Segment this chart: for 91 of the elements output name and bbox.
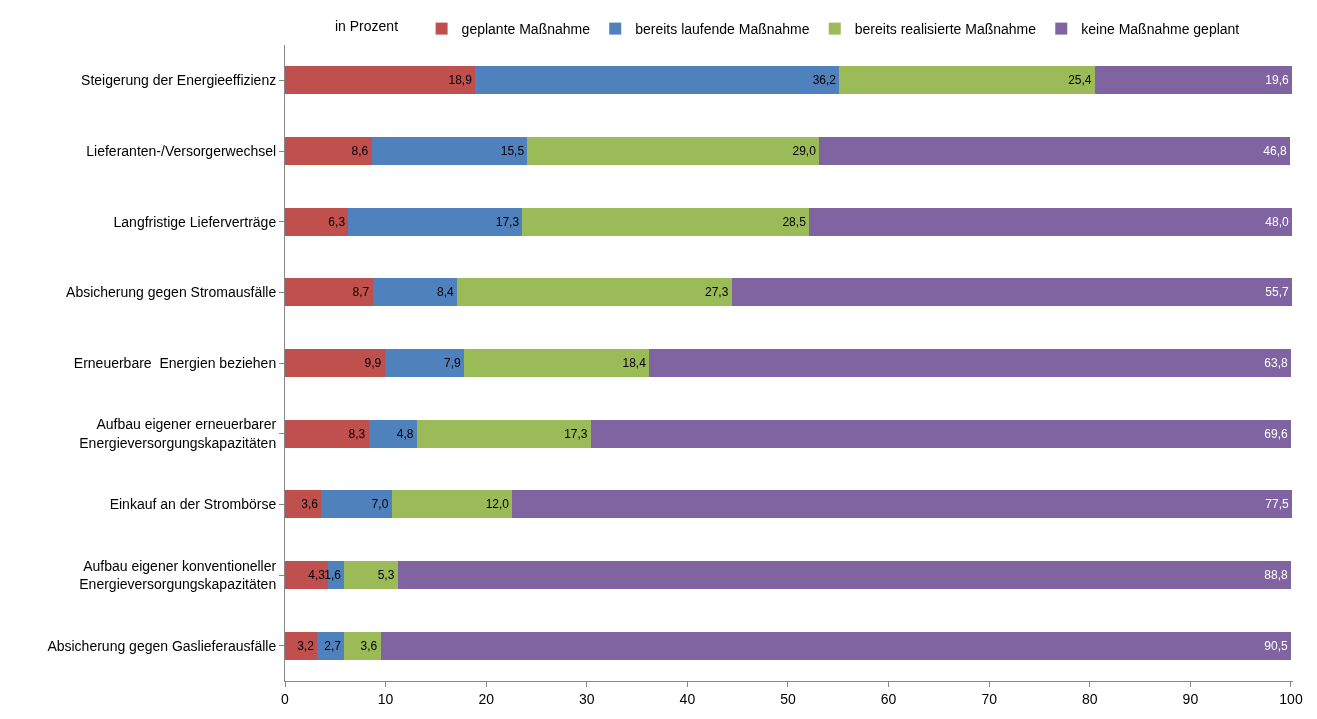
data-label: 3,2	[297, 638, 315, 653]
y-tick-label: Absicherung gegen Stromausfälle	[66, 284, 277, 301]
bar	[1094, 66, 1292, 95]
y-tick-label: Lieferanten-/Versorgerwechsel	[86, 142, 277, 159]
bar	[384, 348, 465, 378]
bar	[285, 136, 372, 166]
data-label: 28,5	[782, 214, 807, 229]
data-label: 5,3	[377, 568, 395, 582]
bar	[522, 207, 810, 236]
y-tick-label: Aufbau eigener erneuerbarer Energieversorgungskapazitäten	[79, 416, 277, 451]
bar	[819, 136, 1290, 166]
y-tick-label: Aufbau eigener konventioneller Energieversorgungskapazitäten	[79, 557, 277, 592]
data-label: 25,4	[1068, 73, 1092, 88]
bar	[527, 136, 820, 166]
bar	[344, 560, 398, 590]
bar	[372, 278, 458, 307]
data-label: 48,0	[1265, 214, 1289, 229]
x-tick-label: 100	[1279, 690, 1303, 707]
data-label: 17,3	[495, 214, 520, 229]
data-label: 12,0	[485, 497, 510, 512]
bar	[285, 419, 369, 448]
data-label: 8,6	[351, 144, 369, 158]
legend-label: bereits laufende Maßnahme	[635, 21, 810, 38]
legend-label: keine Maßnahme geplant	[1081, 21, 1240, 38]
bar	[416, 419, 591, 448]
data-label: 7,9	[444, 356, 462, 370]
x-tick-label: 0	[281, 690, 290, 707]
data-label: 8,3	[348, 426, 366, 441]
data-label: 4,8	[396, 426, 414, 441]
bar	[285, 207, 349, 236]
data-label: 19,6	[1265, 73, 1289, 88]
x-tick-label: 30	[579, 690, 595, 707]
x-tick-label: 80	[1082, 690, 1098, 707]
data-label: 6,3	[328, 214, 346, 229]
data-label: 7,0	[371, 497, 389, 512]
bar	[285, 66, 476, 95]
data-label: 46,8	[1263, 144, 1287, 158]
y-tick-label: Langfristige Lieferverträge	[113, 213, 277, 230]
data-label: 27,3	[704, 285, 729, 300]
data-label: 90,5	[1264, 638, 1288, 653]
data-label: 2,7	[324, 638, 342, 653]
data-label: 17,3	[564, 426, 588, 441]
bar	[839, 66, 1095, 95]
data-label: 3,6	[301, 497, 319, 512]
bar	[809, 207, 1292, 236]
y-tick-label: Einkauf an der Strombörse	[109, 496, 277, 513]
bar	[348, 207, 523, 236]
bar	[590, 419, 1291, 448]
y-tick-label: Absicherung gegen Gaslieferausfälle	[47, 637, 277, 654]
bar	[512, 490, 1292, 519]
data-label: 8,7	[352, 285, 370, 300]
data-label: 9,9	[364, 356, 382, 370]
bar	[457, 278, 732, 307]
bar	[380, 631, 1291, 660]
bar	[464, 348, 650, 378]
data-label: 69,6	[1264, 426, 1288, 441]
legend-title: in Prozent	[335, 18, 414, 35]
data-label: 15,5	[500, 144, 525, 158]
bar	[368, 419, 417, 448]
bar	[397, 560, 1291, 590]
data-label: 36,2	[812, 73, 837, 88]
data-label: 55,7	[1265, 285, 1289, 300]
y-tick-label: Erneuerbare Energien beziehen	[73, 354, 277, 371]
x-tick-label: 10	[377, 690, 394, 707]
legend-label: bereits realisierte Maßnahme	[854, 21, 1037, 38]
legend-label: geplante Maßnahme	[461, 21, 591, 38]
x-tick-label: 20	[478, 690, 495, 707]
data-label: 18,4	[622, 356, 647, 370]
x-tick-label: 70	[981, 690, 998, 707]
bar	[391, 490, 513, 519]
data-label: 3,6	[360, 638, 378, 653]
data-label: 18,9	[448, 73, 473, 88]
data-label: 88,8	[1264, 568, 1288, 582]
bar	[475, 66, 840, 95]
bar	[731, 278, 1292, 307]
bar	[649, 348, 1291, 378]
bar	[344, 631, 381, 660]
bar	[371, 136, 528, 166]
bar	[285, 278, 373, 307]
x-tick-label: 40	[679, 690, 696, 707]
data-label: 4,3	[308, 568, 326, 582]
data-label: 29,0	[792, 144, 817, 158]
data-label: 8,4	[437, 285, 455, 300]
x-tick-label: 90	[1182, 690, 1199, 707]
x-tick-label: 60	[880, 690, 897, 707]
data-label: 77,5	[1265, 497, 1289, 512]
bar	[321, 490, 392, 519]
bar	[285, 348, 385, 378]
x-tick-label: 50	[780, 690, 796, 707]
data-label: 63,8	[1264, 356, 1288, 370]
y-tick-label: Steigerung der Energieeffizienz	[81, 72, 277, 89]
